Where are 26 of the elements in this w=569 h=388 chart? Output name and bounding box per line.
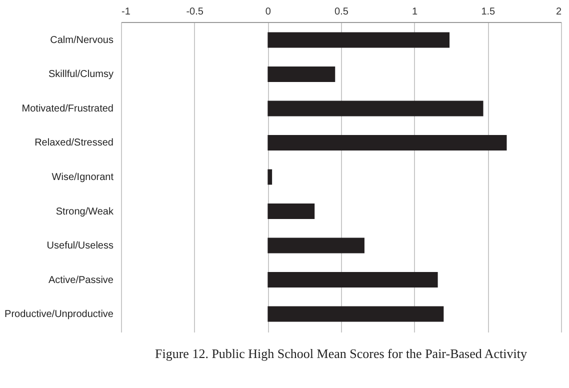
y-tick-label: Strong/Weak	[56, 206, 114, 218]
bar	[268, 66, 336, 82]
y-tick-label: Productive/Unproductive	[4, 309, 114, 320]
y-tick-label: Active/Passive	[48, 274, 114, 286]
y-tick-label: Calm/Nervous	[50, 34, 114, 46]
y-tick-label: Wise/Ignorant	[52, 172, 114, 183]
bar	[268, 32, 450, 48]
x-tick-label: 0	[265, 6, 272, 18]
x-tick-label: 2	[556, 6, 562, 18]
bar	[268, 169, 272, 185]
bar	[268, 100, 484, 116]
x-tick-label: 1.5	[481, 6, 496, 18]
bar	[268, 238, 364, 254]
bar	[268, 306, 444, 322]
text: Figure 12. Public High School Mean Scores for the Pair-Based Activity	[155, 346, 528, 361]
bar	[268, 272, 438, 288]
x-tick-label: 1	[412, 6, 418, 18]
y-tick-label: Relaxed/Stressed	[34, 138, 114, 149]
y-tick-label: Skillful/Clumsy	[48, 69, 114, 80]
x-tick-label: -0.5	[186, 6, 204, 18]
x-tick-label: 0.5	[334, 6, 349, 18]
x-tick-label: -1	[122, 6, 131, 18]
bar	[268, 135, 507, 150]
y-tick-label: Motivated/Frustrated	[22, 103, 114, 114]
bar	[268, 204, 315, 219]
y-tick-label: Useful/Useless	[46, 240, 114, 252]
